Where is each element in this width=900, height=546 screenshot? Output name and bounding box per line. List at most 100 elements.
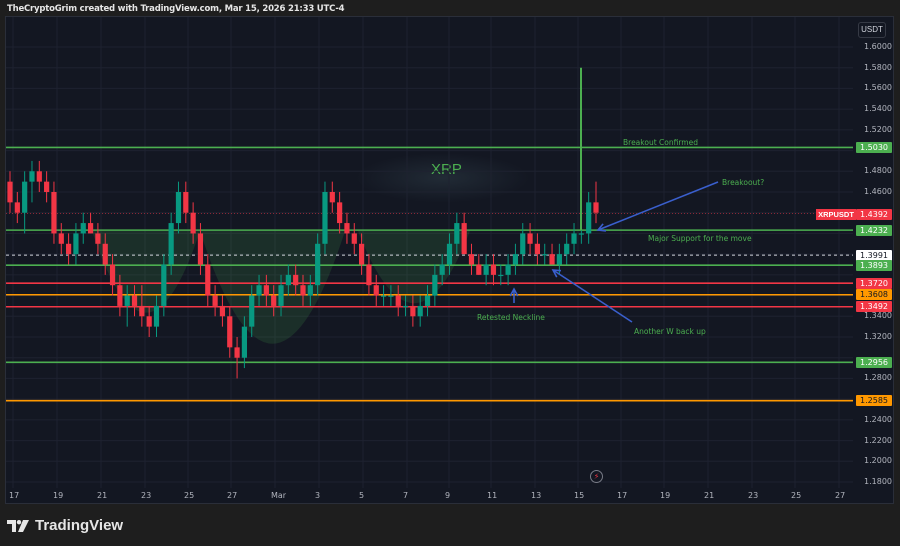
- candle-body: [197, 233, 204, 265]
- another-w-arrow-head: [551, 269, 562, 278]
- tradingview-logo: TradingView: [7, 517, 123, 534]
- candle-body: [44, 181, 50, 192]
- price-axis-tick: 1.4800: [864, 166, 892, 176]
- candle-body: [505, 264, 511, 275]
- time-axis-tick: 27: [227, 491, 238, 500]
- price-axis-tick: 1.2200: [864, 435, 892, 445]
- price-axis-tick: 1.4600: [864, 187, 892, 196]
- time-axis-tick: 25: [791, 491, 802, 500]
- price-axis-tick: 1.2800: [864, 373, 892, 383]
- candle-body: [124, 295, 130, 306]
- candle-body: [373, 285, 379, 296]
- candle-body: [36, 171, 42, 182]
- candle-body: [498, 274, 504, 277]
- price-level-tag: 1.4232: [856, 224, 892, 236]
- annotation-breakout-confirmed: Breakout Confirmed: [623, 138, 698, 147]
- candle-body: [278, 285, 284, 306]
- candle-body: [549, 254, 555, 265]
- candle-body: [175, 192, 182, 224]
- candle-body: [490, 264, 497, 275]
- candle-body: [66, 243, 72, 255]
- price-axis-tick: 1.5200: [864, 124, 892, 134]
- candle-body: [578, 233, 584, 235]
- candle-body: [285, 274, 291, 286]
- time-axis-tick: 21: [704, 491, 715, 500]
- candle-body: [80, 223, 86, 234]
- lightning-icon[interactable]: ⚡: [590, 470, 603, 483]
- candle-body: [146, 316, 152, 327]
- currency-selector[interactable]: USDT: [858, 22, 886, 38]
- candle-body: [51, 192, 57, 234]
- w-pattern-shape: [92, 231, 200, 313]
- candle-body: [87, 223, 94, 234]
- time-axis-tick: 11: [487, 491, 498, 500]
- candle-body: [527, 233, 533, 244]
- price-level-tag: 1.2956: [856, 356, 892, 368]
- time-axis-tick: 17: [9, 491, 20, 500]
- annotation-breakout-question: Breakoout?: [722, 178, 765, 187]
- candle-body: [337, 202, 343, 224]
- candle-body: [219, 305, 226, 317]
- candle-body: [424, 295, 431, 306]
- price-level-tag: 1.3893: [856, 259, 892, 271]
- candle-body: [586, 202, 592, 234]
- candle-body: [476, 264, 482, 275]
- time-axis-tick: 7: [403, 491, 409, 500]
- price-axis-tick: 1.2000: [864, 456, 892, 466]
- candle-body: [454, 223, 460, 244]
- breakout-arrow-head: [596, 223, 607, 232]
- candle-body: [432, 274, 438, 296]
- time-axis-tick: 5: [359, 491, 365, 500]
- time-axis-tick: 25: [184, 491, 195, 500]
- candle-body: [205, 264, 211, 296]
- candle-body: [468, 254, 475, 265]
- candle-body: [571, 233, 577, 244]
- time-axis-tick: 27: [835, 491, 846, 500]
- candle-body: [263, 285, 269, 296]
- price-axis-tick: 1.5600: [864, 83, 892, 93]
- candle-body: [293, 274, 299, 286]
- candle-body: [446, 243, 453, 265]
- candle-body: [168, 223, 174, 265]
- candle-body: [307, 285, 313, 296]
- price-level-tag: 1.3720: [856, 277, 892, 289]
- candle-body: [7, 181, 13, 203]
- time-axis-tick: 21: [97, 491, 108, 500]
- candle-body: [380, 295, 387, 297]
- candle-body: [402, 305, 409, 308]
- time-axis-tick: 15: [574, 491, 585, 500]
- price-level-tag: 1.2585: [856, 395, 892, 407]
- attribution-header: TheCryptoGrim created with TradingView.c…: [7, 4, 345, 14]
- candle-body: [417, 305, 423, 317]
- time-axis-tick: Mar: [271, 491, 287, 500]
- time-axis-tick: 19: [53, 491, 64, 500]
- price-axis-tick: 1.2400: [864, 414, 892, 424]
- price-axis-tick: 1.1800: [864, 477, 892, 486]
- tradingview-logo-text: TradingView: [35, 517, 124, 534]
- candle-body: [322, 192, 328, 244]
- candle-body: [388, 295, 394, 297]
- candle-body: [395, 295, 401, 306]
- candle-body: [227, 316, 233, 348]
- candle-body: [300, 285, 306, 296]
- tradingview-logo-icon: [7, 519, 29, 532]
- candle-body: [29, 171, 35, 182]
- candle-body: [366, 264, 372, 286]
- time-axis-tick: 13: [531, 491, 542, 500]
- candle-body: [556, 254, 562, 265]
- time-axis-tick: 19: [660, 491, 671, 500]
- candle-body: [139, 305, 145, 317]
- candle-body: [410, 305, 416, 317]
- candle-body: [161, 264, 167, 306]
- xrp-watermark: XRP: [431, 161, 462, 178]
- price-level-tag: 1.3991: [856, 249, 892, 261]
- candle-body: [95, 233, 101, 244]
- candle-body: [14, 202, 20, 213]
- candle-body: [109, 264, 116, 286]
- candle-body: [520, 233, 526, 255]
- time-axis-tick: 9: [445, 491, 451, 500]
- candle-body: [593, 202, 599, 213]
- candle-body: [102, 243, 108, 265]
